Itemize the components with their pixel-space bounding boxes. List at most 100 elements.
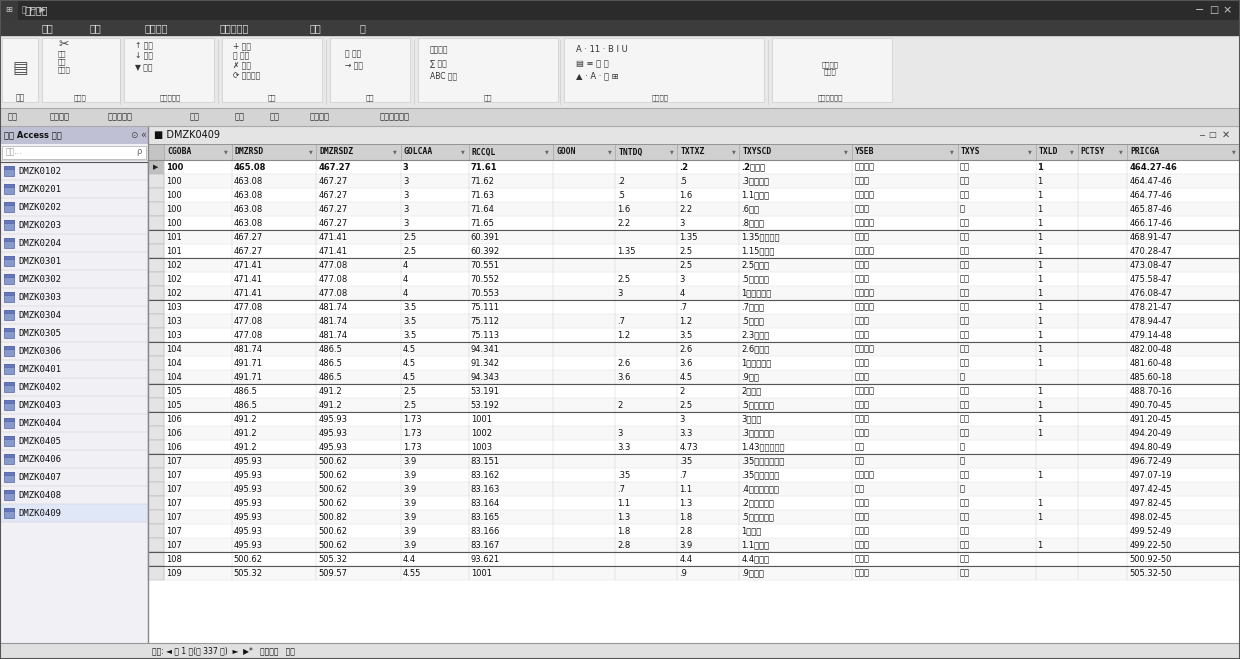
Bar [0,270,148,288]
Text: □: □ [1209,5,1218,15]
Text: 1001: 1001 [471,569,491,577]
Text: .7: .7 [618,484,625,494]
Text: 3.6: 3.6 [680,358,693,368]
Text: 紫天色: 紫天色 [854,358,869,368]
Bar [148,300,164,314]
Text: 3.3: 3.3 [680,428,693,438]
Text: 500.92-50: 500.92-50 [1130,554,1172,563]
Text: 视图: 视图 [7,113,19,121]
Text: .5泥质细砂岩: .5泥质细砂岩 [742,401,774,409]
Text: 4.4: 4.4 [680,554,692,563]
Bar [1127,144,1240,160]
Text: 509.57: 509.57 [319,569,347,577]
Bar [773,38,892,102]
Text: 1.6: 1.6 [680,190,693,200]
Text: DMZK0306: DMZK0306 [19,347,61,355]
Text: 外部数据: 外部数据 [145,23,169,33]
Text: 1.1中砂岩: 1.1中砂岩 [742,540,770,550]
Text: −: − [1194,5,1204,15]
Text: 切换窗口: 切换窗口 [430,45,449,55]
Text: 记录: 记录 [268,95,277,101]
Text: 2.2: 2.2 [618,219,630,227]
Bar [4,328,14,331]
Text: ▼ 筛选: ▼ 筛选 [135,63,153,72]
Text: 495.93: 495.93 [233,484,263,494]
Bar [4,346,14,349]
Bar [148,524,1240,538]
Text: 4.5: 4.5 [403,345,417,353]
Text: 剪切: 剪切 [58,51,67,57]
Text: 4.55: 4.55 [403,569,422,577]
Text: ─: ─ [1199,130,1204,140]
Text: 109: 109 [166,569,182,577]
Bar [4,436,14,439]
Bar [148,454,164,468]
Text: 104: 104 [166,345,182,353]
Text: 1: 1 [1038,331,1043,339]
Text: 1.1: 1.1 [618,498,630,507]
Bar [148,188,1240,202]
Bar [0,468,148,486]
Text: 1.35砂质砾岩: 1.35砂质砾岩 [742,233,780,241]
Text: 细砂: 细砂 [960,358,970,368]
Text: DMZK0407: DMZK0407 [19,473,61,482]
Text: 105: 105 [166,401,182,409]
Text: ■ DMZK0409: ■ DMZK0409 [154,130,219,140]
Text: 🔍 查找: 🔍 查找 [345,49,361,59]
Bar [0,162,148,180]
Text: 497.42-45: 497.42-45 [1130,484,1172,494]
Text: 细砂: 细砂 [960,569,970,577]
Text: 4.4: 4.4 [403,554,417,563]
Text: 中砂: 中砂 [960,302,970,312]
Bar [148,244,1240,258]
Text: 创建: 创建 [91,23,102,33]
Text: 107: 107 [166,484,182,494]
Text: 中砂: 中砂 [960,415,970,424]
Text: 表: 表 [360,23,366,33]
Text: 字段: 字段 [310,23,321,33]
Text: 3: 3 [618,428,622,438]
Text: 106: 106 [166,442,182,451]
Bar [0,126,148,659]
Text: 93.621: 93.621 [471,554,500,563]
Text: 1.15中砂岩: 1.15中砂岩 [742,246,775,256]
Text: 3: 3 [403,190,408,200]
Bar [148,272,1240,286]
Text: DMZK0403: DMZK0403 [19,401,61,409]
Text: 464.47-46: 464.47-46 [1130,177,1172,185]
Text: 视图: 视图 [15,94,25,103]
Text: 1: 1 [1038,513,1043,521]
Bar [148,482,164,496]
Text: ▼: ▼ [224,150,228,154]
Bar [148,482,1240,496]
Text: 500.62: 500.62 [233,554,263,563]
Bar [4,364,14,367]
Text: 70.551: 70.551 [471,260,500,270]
Text: .2中砂岩: .2中砂岩 [742,163,765,171]
Text: 无: 无 [960,484,965,494]
Bar [148,412,164,426]
Bar [852,144,959,160]
Text: 1.8: 1.8 [618,527,630,536]
Text: 浅砖红色: 浅砖红色 [854,302,874,312]
Bar [0,198,148,216]
Text: .7中砂岩: .7中砂岩 [742,302,764,312]
Bar [4,454,14,464]
Text: 4: 4 [680,289,684,297]
Bar [4,472,14,475]
Bar [0,432,148,450]
Text: 491.71: 491.71 [233,358,263,368]
Text: 1: 1 [1038,358,1043,368]
Text: 3.9: 3.9 [403,498,417,507]
Bar [330,38,410,102]
Bar [0,360,148,378]
Bar [148,144,1240,160]
Bar [4,184,14,187]
Text: 中砂: 中砂 [960,513,970,521]
Text: 紫红色: 紫红色 [854,316,869,326]
Text: DMZK0401: DMZK0401 [19,364,61,374]
Bar [4,364,14,374]
Bar [0,216,148,234]
Text: 498.02-45: 498.02-45 [1130,513,1172,521]
Bar [401,144,469,160]
